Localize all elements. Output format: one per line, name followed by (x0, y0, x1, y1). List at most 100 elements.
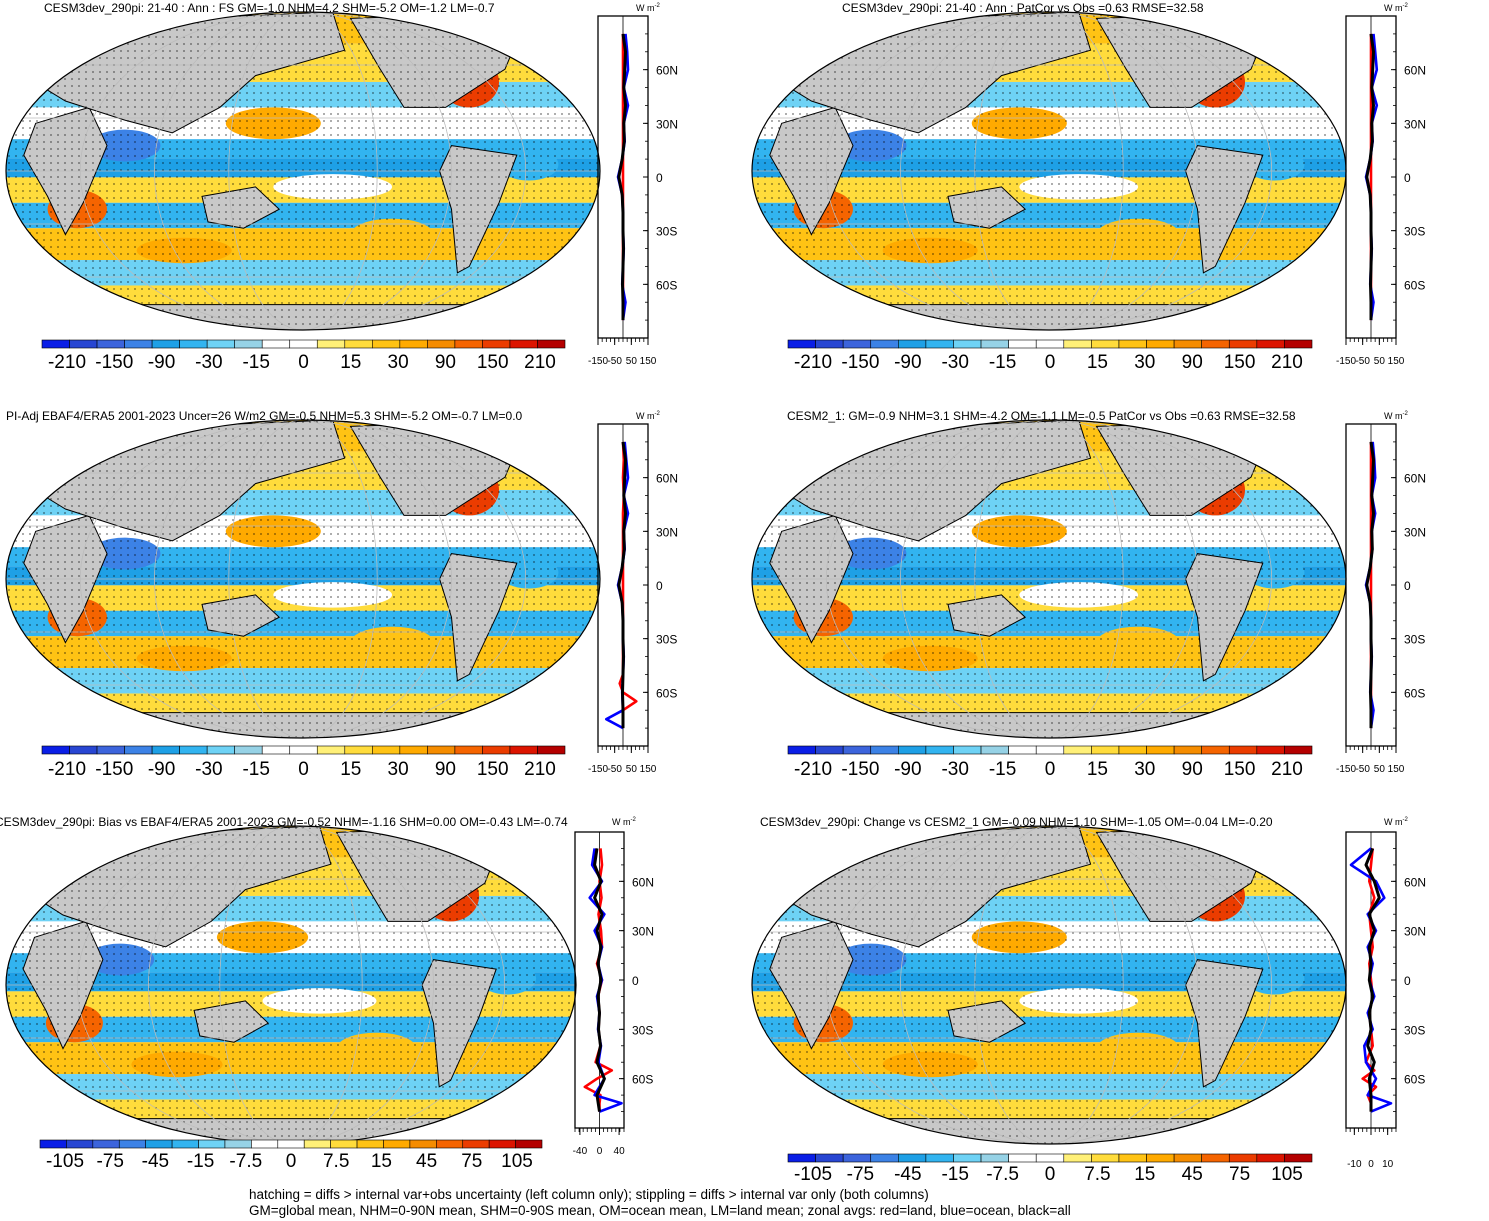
colorbar-label: -15 (989, 352, 1016, 373)
colorbar-label: 210 (1271, 352, 1303, 373)
footnote-line-1: hatching = diffs > internal var+obs unce… (249, 1187, 929, 1202)
colorbar-swatch (145, 1139, 173, 1149)
colorbar-swatch (1256, 339, 1285, 349)
zonal-x-tick-label: -50 (607, 356, 622, 367)
colorbar: -210 -150 -90 -30 -15 0 15 30 90 150 210 (787, 339, 1313, 373)
zonal-series-ocean (1364, 441, 1377, 729)
colorbar-label: -90 (894, 759, 921, 780)
zonal-plot-frame (1345, 423, 1397, 747)
zonal-x-tick-label: 10 (1382, 1159, 1394, 1170)
colorbar-swatch (1035, 339, 1065, 349)
zonal-y-tick-label: 0 (656, 171, 663, 185)
colorbar-swatch (1091, 1153, 1120, 1163)
colorbar-label: -15 (989, 759, 1016, 780)
zonal-unit-exponent: -2 (654, 3, 660, 9)
colorbar-label: -150 (841, 759, 879, 780)
colorbar-swatch (898, 745, 927, 755)
zonal-y-tick-label: 60N (1404, 472, 1426, 486)
colorbar-swatch (330, 1139, 358, 1149)
zonal-x-tick-label: -150 (1336, 356, 1356, 367)
colorbar-label: 7.5 (323, 1151, 349, 1172)
colorbar-swatch (372, 745, 401, 755)
colorbar-swatch (787, 745, 816, 755)
colorbar-label: 210 (524, 759, 556, 780)
colorbar-swatch (1146, 339, 1175, 349)
colorbar-label: -45 (894, 1164, 921, 1185)
colorbar-swatch (179, 745, 208, 755)
zonal-unit-exponent: -2 (654, 411, 660, 417)
zonal-x-tick-label: 40 (614, 1146, 626, 1157)
zonal-unit-label: W m-2 (636, 3, 660, 13)
colorbar-swatch (787, 339, 816, 349)
zonal-y-tick-label: 60S (1404, 278, 1425, 292)
colorbar-label: -30 (195, 759, 222, 780)
zonal-y-tick-label: 30S (632, 1023, 653, 1037)
zonal-y-tick-label: 60S (1404, 1073, 1425, 1087)
map-outline (5, 825, 577, 1145)
colorbar-swatch (1256, 1153, 1285, 1163)
zonal-series-ocean (588, 848, 623, 1113)
colorbar-swatch (953, 745, 982, 755)
colorbar-swatch (41, 745, 70, 755)
zonal-y-tick-label: 0 (1404, 171, 1411, 185)
zonal-x-tick-label: -10 (1347, 1159, 1362, 1170)
colorbar-label: 210 (524, 352, 556, 373)
colorbar-swatch (261, 339, 291, 349)
colorbar-swatch (1091, 745, 1120, 755)
zonal-mean-plot: 60N 30N 0 30S 60S -150 -50 50 150 (1336, 423, 1426, 775)
colorbar-swatch (96, 745, 125, 755)
zonal-y-tick-label: 60N (656, 64, 678, 78)
colorbar-swatch (482, 745, 511, 755)
colorbar-swatch (316, 745, 346, 755)
map-field (6, 420, 600, 738)
zonal-y-tick-label: 0 (1404, 974, 1411, 988)
zonal-unit-text: W m (636, 411, 655, 421)
zonal-y-tick-label: 0 (1404, 579, 1411, 593)
colorbar-label: 90 (435, 759, 456, 780)
zonal-x-tick-label: -150 (588, 356, 608, 367)
zonal-series-all (1364, 847, 1381, 1112)
colorbar-label: -75 (96, 1151, 123, 1172)
zonal-unit-exponent: -2 (1402, 411, 1408, 417)
colorbar-label: -105 (794, 1164, 832, 1185)
zonal-x-tick-label: 50 (626, 356, 638, 367)
colorbar-label: 15 (1087, 759, 1108, 780)
zonal-mean-plot: 60N 30N 0 30S 60S -10 0 10 (1345, 831, 1426, 1170)
colorbar-swatch (870, 339, 899, 349)
colorbar-swatch (1035, 1153, 1065, 1163)
colorbar-label: -7.5 (229, 1151, 262, 1172)
colorbar-swatch (1173, 1153, 1202, 1163)
colorbar-label: -150 (95, 759, 133, 780)
colorbar-label: -15 (941, 1164, 968, 1185)
colorbar-label: -210 (48, 352, 86, 373)
colorbar-swatch (925, 1153, 954, 1163)
zonal-x-tick-label: 0 (597, 1146, 603, 1157)
colorbar-swatch (356, 1139, 384, 1149)
colorbar-label: 0 (1045, 1164, 1056, 1185)
colorbar-swatch (842, 1153, 872, 1163)
colorbar-swatch (842, 745, 872, 755)
colorbar-swatch (482, 339, 511, 349)
colorbar: -210 -150 -90 -30 -15 0 15 30 90 150 210 (787, 745, 1313, 780)
colorbar-swatch (1091, 339, 1120, 349)
zonal-series-ocean (1364, 33, 1379, 321)
colorbar-swatch (980, 339, 1009, 349)
zonal-y-tick-label: 60N (632, 875, 654, 889)
panel-title: PI-Adj EBAF4/ERA5 2001-2023 Uncer=26 W/m… (6, 409, 523, 423)
colorbar-label: 15 (1134, 1164, 1155, 1185)
colorbar-swatch (1063, 745, 1092, 755)
zonal-y-tick-label: 30N (632, 925, 654, 939)
colorbar-label: -15 (242, 352, 269, 373)
colorbar-label: 15 (371, 1151, 392, 1172)
colorbar-swatch (953, 1153, 982, 1163)
zonal-y-tick-label: 30S (1404, 633, 1425, 647)
zonal-y-tick-label: 60N (1404, 64, 1426, 78)
colorbar-swatch (234, 745, 263, 755)
zonal-mean-plot: 60N 30N 0 30S 60S -150 -50 50 150 (588, 423, 678, 775)
colorbar-swatch (383, 1139, 411, 1149)
zonal-y-tick-label: 60S (656, 686, 677, 700)
colorbar-swatch (925, 745, 954, 755)
colorbar-swatch (92, 1139, 120, 1149)
